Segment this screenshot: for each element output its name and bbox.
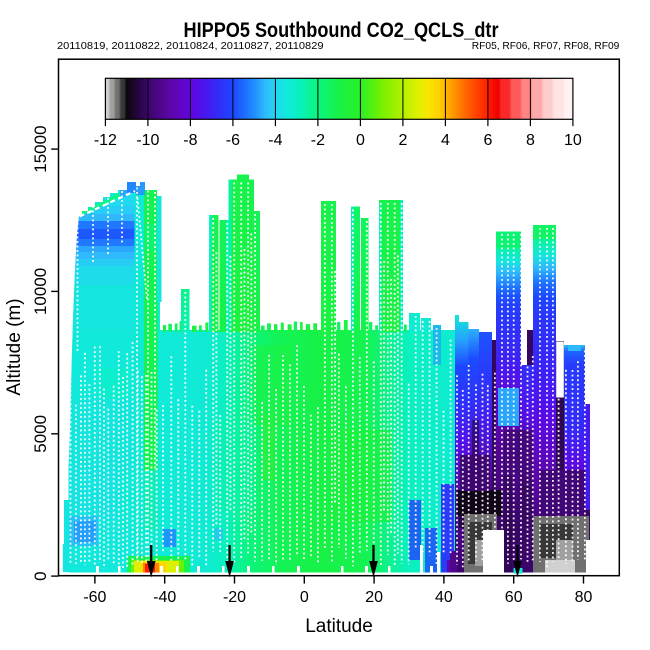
svg-text:15000: 15000	[31, 125, 50, 172]
svg-text:80: 80	[575, 589, 593, 606]
svg-text:8: 8	[526, 132, 535, 149]
svg-text:-20: -20	[223, 589, 246, 606]
svg-text:40: 40	[435, 589, 453, 606]
svg-text:RF05, RF06, RF07, RF08, RF09: RF05, RF06, RF07, RF08, RF09	[472, 40, 620, 52]
svg-text:4: 4	[441, 132, 450, 149]
svg-text:HIPPO5 Southbound CO2_QCLS_dtr: HIPPO5 Southbound CO2_QCLS_dtr	[184, 19, 499, 42]
svg-text:20: 20	[365, 589, 383, 606]
svg-text:60: 60	[505, 589, 523, 606]
svg-text:Altitude (m): Altitude (m)	[4, 298, 25, 395]
svg-text:0: 0	[31, 571, 50, 580]
svg-text:20110819, 20110822, 20110824,: 20110819, 20110822, 20110824, 20110827, …	[57, 40, 324, 52]
svg-text:-4: -4	[268, 132, 282, 149]
svg-text:2: 2	[398, 132, 407, 149]
svg-text:5000: 5000	[31, 415, 50, 453]
svg-text:-2: -2	[311, 132, 325, 149]
svg-text:-40: -40	[153, 589, 176, 606]
svg-text:0: 0	[300, 589, 309, 606]
svg-text:0: 0	[356, 132, 365, 149]
svg-text:10000: 10000	[31, 268, 50, 315]
svg-text:-12: -12	[94, 132, 117, 149]
svg-text:-8: -8	[183, 132, 197, 149]
svg-text:-10: -10	[136, 132, 159, 149]
svg-text:Latitude: Latitude	[305, 616, 373, 637]
svg-text:6: 6	[483, 132, 492, 149]
svg-text:10: 10	[564, 132, 582, 149]
svg-text:-60: -60	[83, 589, 106, 606]
svg-text:-6: -6	[226, 132, 240, 149]
